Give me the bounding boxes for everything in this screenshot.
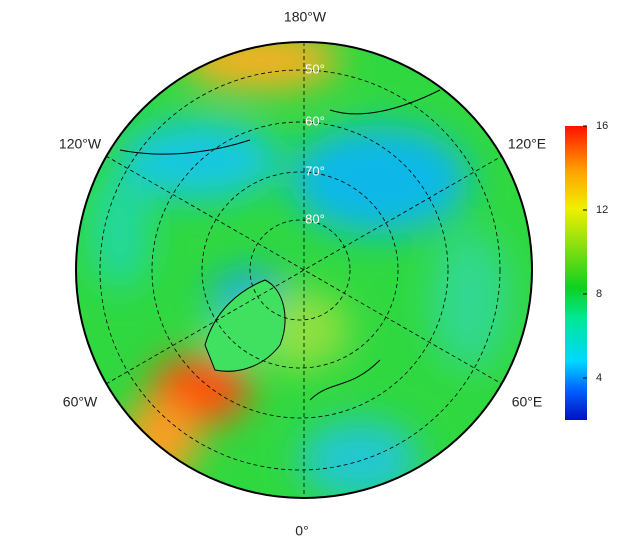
latitude-label: 70° [305,163,325,178]
map-field [76,42,532,498]
map-border [75,41,533,499]
colorbar-tick-label: 12 [596,204,608,216]
longitude-label: 120°E [508,136,546,152]
longitude-label: 180°W [284,9,327,25]
colorbar-tick-label: 16 [596,120,608,132]
latitude-label: 80° [305,211,325,226]
graticule [99,42,503,498]
longitude-label: 0° [295,523,308,539]
coastline [119,89,441,401]
colorbar-tick-label: 4 [596,372,602,384]
coastline [204,279,286,372]
longitude-label: 120°W [59,136,102,152]
latitude-label: 60° [305,113,325,128]
longitude-label: 60°E [512,394,543,410]
longitude-label: 60°W [63,394,98,410]
colorbar [565,126,587,420]
colorbar-tick-label: 8 [596,288,602,300]
latitude-label: 50° [305,61,325,76]
